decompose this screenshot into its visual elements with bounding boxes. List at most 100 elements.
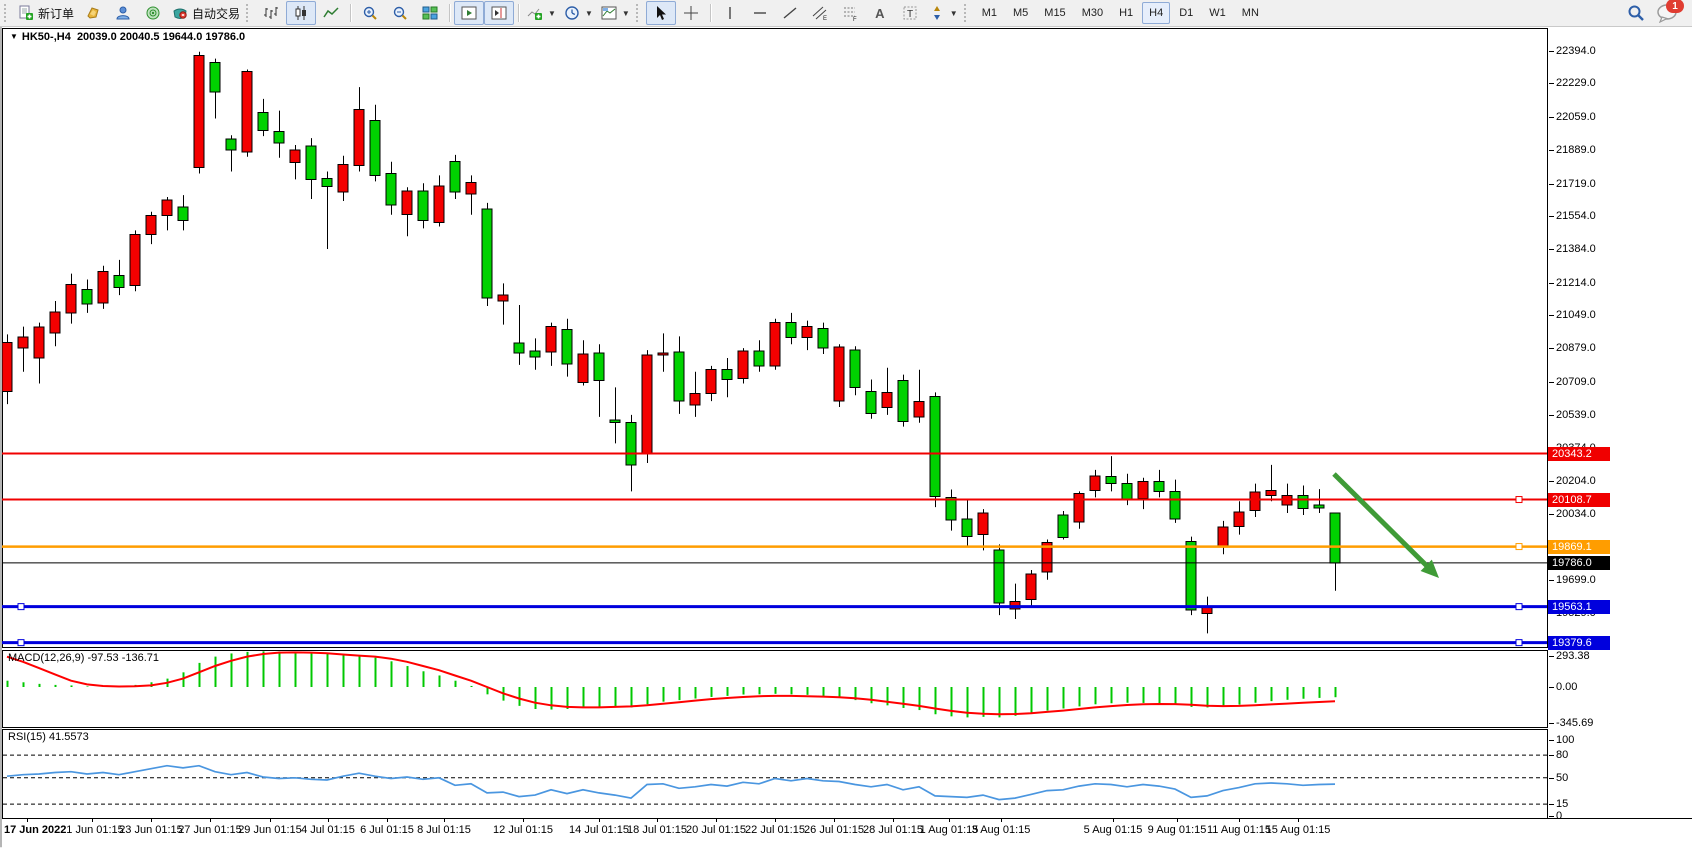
candle: [913, 369, 925, 423]
candle: [497, 283, 509, 325]
zoom-out-icon: [393, 6, 407, 20]
bullish-candle-body: [1073, 492, 1085, 523]
candlestick-chart-button[interactable]: [286, 1, 317, 25]
text-tool-button[interactable]: A: [865, 1, 895, 25]
time-axis[interactable]: 17 Jun 2022 21 Jun 01:15 23 Jun 01:15 27 Ju…: [2, 818, 1692, 848]
price-tick-22394.0: 22394.0: [1549, 45, 1596, 57]
periods-button[interactable]: ▼: [560, 1, 597, 25]
timeframe-h1-button[interactable]: H1: [1119, 7, 1134, 19]
candle: [1105, 456, 1117, 492]
timeframe-h4-button[interactable]: H4: [1142, 2, 1171, 24]
chart-shift-button[interactable]: [484, 1, 515, 25]
candle: [1025, 569, 1037, 608]
line-anchor[interactable]: [1515, 496, 1523, 504]
mql5-button[interactable]: [78, 1, 108, 25]
candle: [225, 135, 237, 172]
main-price-pane[interactable]: [2, 28, 1548, 648]
symbol-ohlc-title[interactable]: ▼ HK50-,H4 20039.0 20040.5 19644.0 19786.…: [10, 31, 246, 43]
zoom-in-button[interactable]: [355, 1, 385, 25]
price-axis[interactable]: 22394.0 22229.0 22059.0 21889.0 21719.0 21554…: [1548, 27, 1692, 845]
new-order-icon: [19, 5, 33, 20]
vertical-line-tool-button[interactable]: [715, 1, 745, 25]
candle: [737, 348, 749, 384]
candle: [945, 489, 957, 531]
zoom-out-button[interactable]: [385, 1, 415, 25]
horizontal-line-icon: [753, 12, 766, 14]
timeframe-d1-button[interactable]: D1: [1179, 7, 1194, 19]
label-tool-button[interactable]: T: [895, 1, 925, 25]
time-label: 9 Aug 01:15: [1147, 824, 1207, 836]
timeframe-mn-button[interactable]: MN: [1241, 7, 1259, 19]
time-label: 18 Jul 01:15: [627, 824, 687, 836]
channel-tool-button[interactable]: E: [805, 1, 835, 25]
indicators-button[interactable]: ▼: [523, 1, 560, 25]
line-anchor[interactable]: [17, 603, 25, 611]
candle: [897, 374, 909, 427]
macd-tick-293.38: 293.38: [1549, 650, 1590, 663]
candle: [193, 51, 205, 174]
time-tick: [1298, 819, 1299, 822]
time-label: 11 Aug 01:15: [1206, 824, 1272, 836]
templates-button[interactable]: ▼: [597, 1, 634, 25]
macd-pane[interactable]: [2, 650, 1548, 728]
candle: [849, 346, 861, 396]
trendline-tool-button[interactable]: [775, 1, 805, 25]
candle: [2, 334, 13, 405]
trend-arrow-head[interactable]: [1420, 559, 1439, 578]
crosshair-tool-button[interactable]: [676, 1, 706, 25]
line-anchor[interactable]: [1515, 603, 1523, 611]
bearish-candle-body: [865, 391, 877, 414]
toolbar-right-group: 1: [1626, 0, 1690, 24]
chevron-down-icon[interactable]: ▼: [584, 8, 593, 18]
timeframe-m1-button[interactable]: M1: [981, 7, 997, 19]
bearish-candle-body: [449, 161, 461, 193]
timeframe-m15-button[interactable]: M15: [1044, 7, 1066, 19]
market-button[interactable]: [138, 1, 168, 25]
tile-windows-button[interactable]: [415, 1, 445, 25]
candle: [481, 202, 493, 306]
bar-chart-button[interactable]: [256, 1, 286, 25]
autotrading-button[interactable]: 自动交易: [168, 1, 244, 25]
cursor-tool-button[interactable]: [645, 1, 676, 25]
candle: [1233, 501, 1245, 535]
horizontal-line-tool-button[interactable]: [745, 1, 775, 25]
price-label-19786.0: 19786.0: [1548, 555, 1610, 570]
macd-tick-0.00: 0.00: [1548, 681, 1578, 693]
chevron-down-icon[interactable]: ▼: [548, 8, 556, 18]
rsi-line: [6, 764, 1336, 801]
candle: [801, 320, 813, 351]
trend-arrow-line[interactable]: [1332, 472, 1431, 570]
timeframe-bar: M1 M5 M15 M30 H1 H4 D1 W1 MN: [974, 2, 1267, 24]
time-tick: [27, 819, 28, 822]
line-anchor[interactable]: [1515, 639, 1523, 647]
auto-scroll-button[interactable]: [454, 1, 485, 25]
candle: [785, 312, 797, 345]
signals-person-icon: [116, 6, 130, 20]
chat-button[interactable]: 1: [1656, 0, 1684, 24]
time-label: 8 Jul 01:15: [417, 824, 471, 836]
candle: [33, 322, 45, 384]
chevron-down-icon[interactable]: ▼: [621, 8, 630, 18]
line-chart-icon: [323, 7, 339, 18]
time-label: 28 Jul 01:15: [863, 824, 923, 836]
text-label-icon: T: [903, 6, 917, 20]
timeframe-w1-button[interactable]: W1: [1209, 7, 1226, 19]
signals-button[interactable]: [108, 1, 138, 25]
line-anchor[interactable]: [17, 639, 25, 647]
bullish-candle-body: [2, 341, 13, 392]
bearish-candle-body: [385, 173, 397, 206]
line-anchor[interactable]: [1515, 543, 1523, 551]
bullish-candle-body: [1041, 542, 1053, 573]
rsi-tick-15: 15: [1548, 798, 1569, 811]
price-label-19563.1: 19563.1: [1548, 599, 1610, 614]
timeframe-m30-button[interactable]: M30: [1081, 7, 1104, 19]
new-order-button[interactable]: 新订单: [14, 1, 78, 25]
fibonacci-tool-button[interactable]: F: [835, 1, 865, 25]
chevron-down-icon[interactable]: ▼: [949, 8, 958, 18]
search-icon[interactable]: [1626, 3, 1646, 23]
timeframe-m5-button[interactable]: M5: [1013, 7, 1029, 19]
line-chart-button[interactable]: [316, 1, 346, 25]
rsi-pane[interactable]: [2, 729, 1548, 819]
arrows-tool-button[interactable]: ▼: [925, 1, 962, 25]
symbol-dropdown-icon[interactable]: ▼: [10, 32, 18, 41]
